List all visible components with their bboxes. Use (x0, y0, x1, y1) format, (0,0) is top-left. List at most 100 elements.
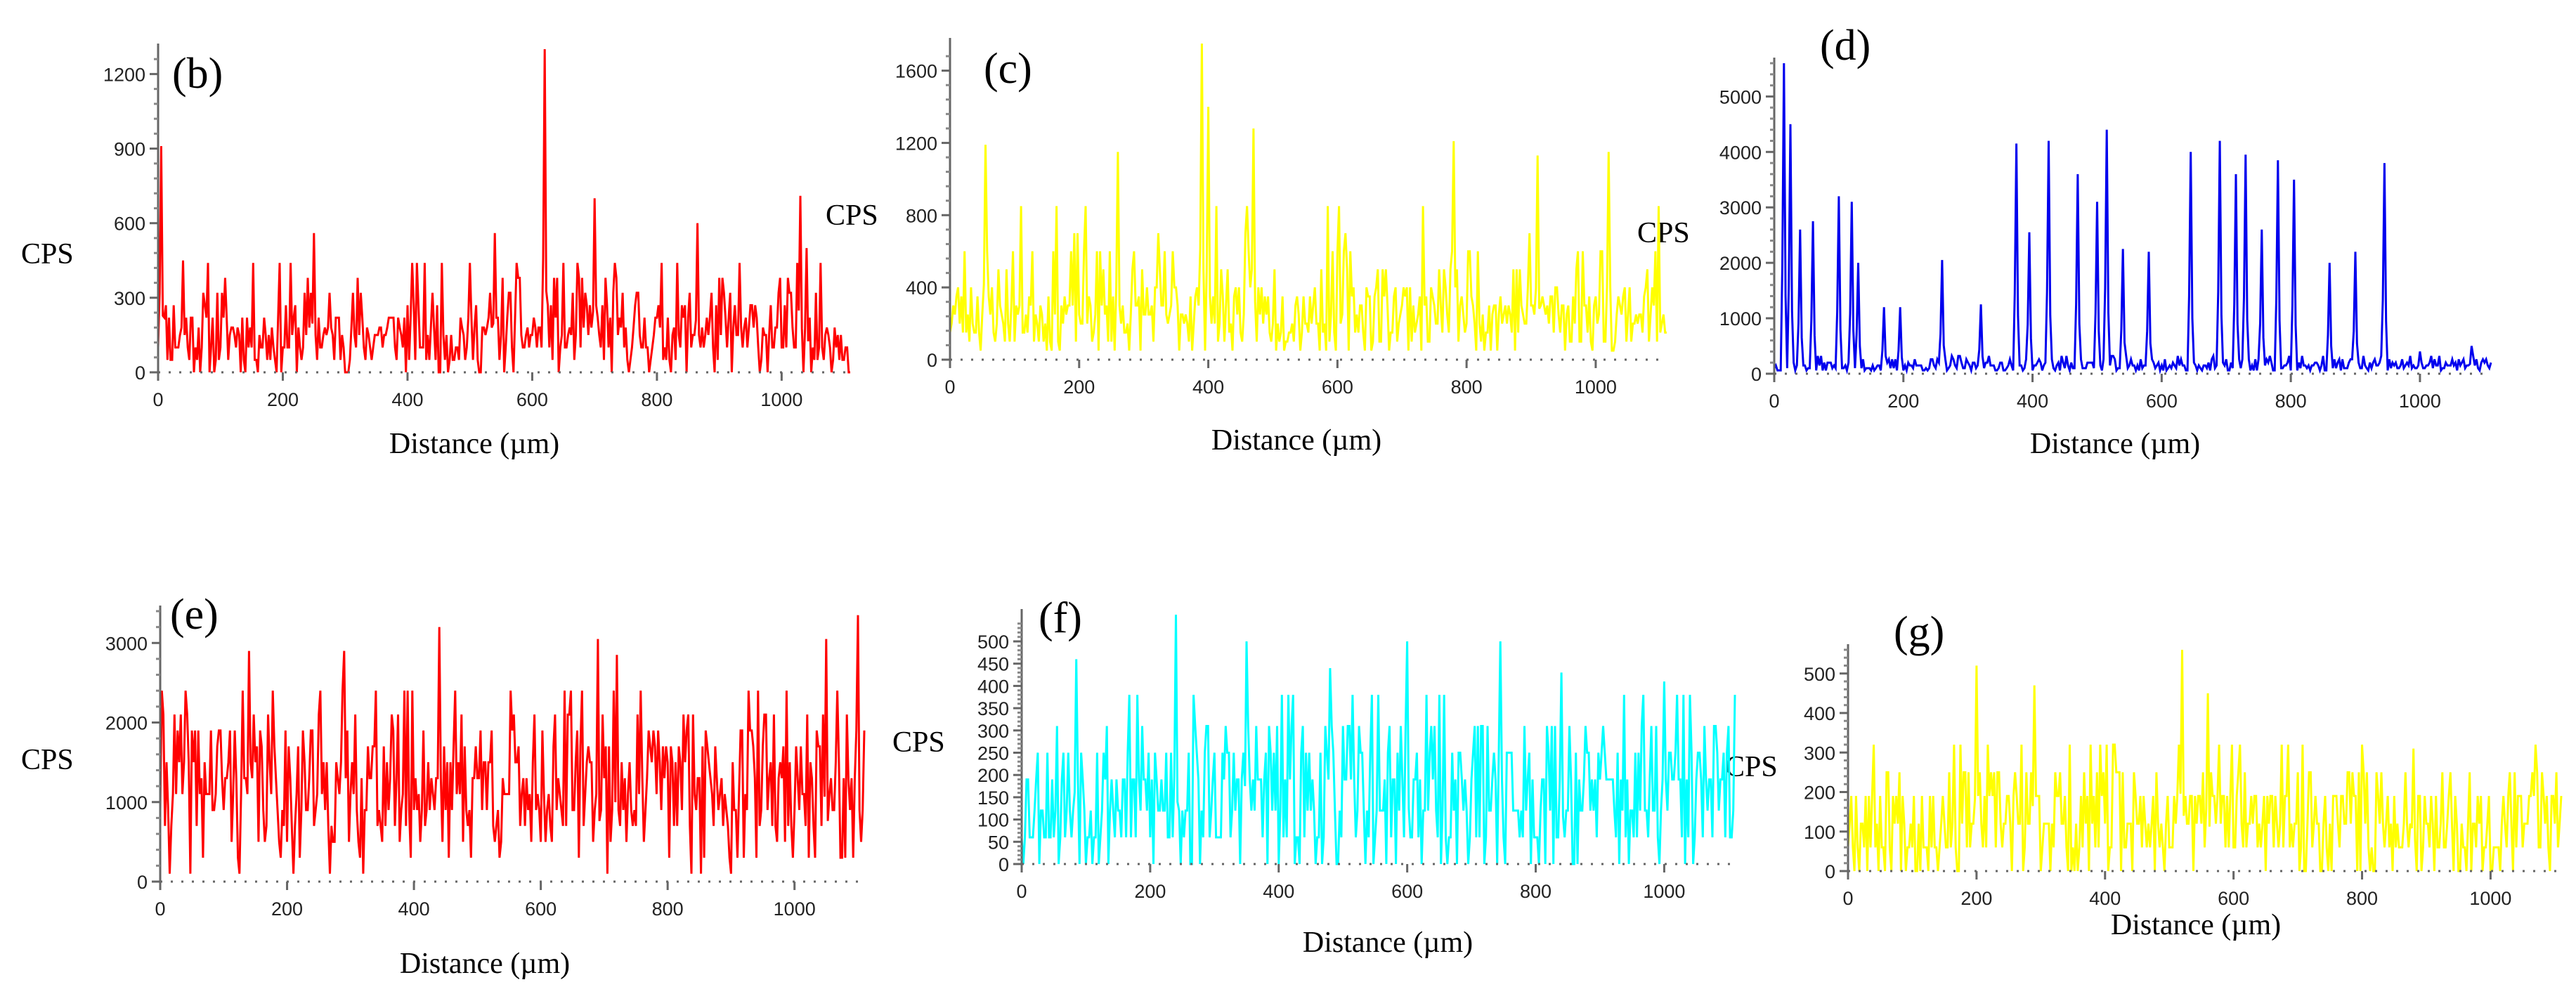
y-axis-title-b: CPS (21, 238, 74, 270)
panel-label-d: (d) (1820, 22, 1871, 70)
y-tick-label-f: 50 (988, 832, 1009, 853)
x-axis-title-g: Distance (µm) (2111, 909, 2281, 941)
y-tick-label-c: 0 (927, 350, 937, 371)
y-tick-label-b: 900 (114, 139, 145, 160)
x-tick-label-e: 200 (271, 898, 303, 920)
x-axis-title-b: Distance (µm) (389, 428, 559, 460)
x-tick-label-c: 800 (1451, 377, 1483, 398)
y-tick-label-e: 1000 (105, 792, 148, 813)
x-tick-label-f: 0 (1016, 881, 1027, 902)
y-tick-label-g: 500 (1804, 664, 1835, 685)
data-trace-g (1847, 649, 2563, 872)
data-trace-f (1020, 614, 1736, 865)
y-tick-label-f: 250 (977, 743, 1009, 764)
y-tick-label-g: 400 (1804, 703, 1835, 724)
x-tick-label-b: 200 (267, 389, 299, 410)
y-axis-title-e: CPS (21, 744, 74, 776)
x-tick-label-d: 600 (2146, 391, 2178, 412)
y-tick-label-f: 350 (977, 698, 1009, 719)
x-axis-title-c: Distance (µm) (1211, 424, 1381, 457)
x-tick-label-c: 400 (1192, 377, 1224, 398)
x-tick-label-e: 0 (155, 898, 165, 920)
y-tick-label-b: 600 (114, 214, 145, 235)
panel-label-f: (f) (1039, 594, 1082, 642)
x-tick-label-e: 400 (398, 898, 430, 920)
y-tick-label-e: 0 (137, 872, 148, 893)
data-trace-d (1773, 63, 2492, 375)
data-trace-b (157, 48, 850, 374)
x-tick-label-f: 800 (1520, 881, 1552, 902)
y-tick-label-e: 2000 (105, 713, 148, 734)
y-tick-label-c: 1200 (895, 133, 937, 154)
x-tick-label-d: 400 (2017, 391, 2048, 412)
y-tick-label-f: 400 (977, 676, 1009, 697)
x-tick-label-b: 400 (391, 389, 423, 410)
y-axis-title-c-right: CPS (1637, 217, 1690, 249)
panel-label-e: (e) (170, 591, 219, 639)
y-axis-title-f: CPS (892, 726, 945, 759)
y-tick-label-e: 3000 (105, 633, 148, 654)
y-tick-label-f: 450 (977, 654, 1009, 675)
x-tick-label-c: 200 (1063, 377, 1095, 398)
x-tick-label-f: 400 (1263, 881, 1294, 902)
y-tick-label-f: 200 (977, 765, 1009, 786)
x-tick-label-b: 1000 (760, 389, 802, 410)
y-tick-label-b: 300 (114, 288, 145, 309)
data-trace-e (159, 615, 866, 874)
x-tick-label-c: 0 (944, 377, 955, 398)
x-axis-title-e: Distance (µm) (400, 948, 570, 980)
y-tick-label-f: 150 (977, 787, 1009, 809)
y-tick-label-f: 300 (977, 721, 1009, 742)
y-tick-label-f: 100 (977, 810, 1009, 831)
x-tick-label-b: 600 (516, 389, 548, 410)
x-tick-label-d: 1000 (2399, 391, 2441, 412)
x-tick-label-g: 200 (1960, 888, 1992, 909)
panel-f: (f) CPS Distance (µm) CPS 0 200 400 600 800 1… (892, 594, 1778, 959)
x-tick-label-e: 1000 (774, 898, 816, 920)
panel-g: (g) Distance (µm) 0 200 400 600 800 1000 0 100 2… (1804, 608, 2563, 941)
y-tick-label-f: 0 (998, 854, 1009, 875)
x-tick-label-g: 800 (2346, 888, 2378, 909)
y-tick-label-d: 3000 (1719, 197, 1762, 218)
panel-d: (d) Distance (µm) 0 200 400 600 800 1000 0 1000… (1719, 22, 2492, 460)
panel-b: (b) CPS Distance (µm) 0 200 400 600 800 1000 0… (21, 44, 850, 460)
x-tick-label-f: 200 (1134, 881, 1166, 902)
x-tick-label-d: 0 (1769, 391, 1779, 412)
y-tick-label-c: 1600 (895, 61, 937, 82)
data-trace-c (949, 43, 1667, 352)
y-tick-label-f: 500 (977, 632, 1009, 653)
y-tick-label-g: 300 (1804, 743, 1835, 764)
x-tick-label-g: 600 (2218, 888, 2249, 909)
y-tick-label-g: 0 (1825, 861, 1835, 882)
y-tick-label-b: 1200 (103, 64, 145, 85)
panel-e: (e) CPS Distance (µm) 0 200 400 600 800 1000 0… (21, 591, 866, 980)
y-tick-label-b: 0 (135, 362, 145, 384)
panel-c: (c) CPS Distance (µm) CPS 0 200 400 600 800 1… (826, 38, 1690, 457)
y-tick-label-c: 800 (906, 205, 937, 226)
x-tick-label-f: 600 (1391, 881, 1423, 902)
y-tick-label-d: 2000 (1719, 253, 1762, 274)
x-tick-label-e: 600 (525, 898, 557, 920)
y-tick-label-d: 0 (1751, 364, 1762, 385)
y-tick-label-d: 1000 (1719, 308, 1762, 329)
x-tick-label-e: 800 (652, 898, 684, 920)
x-axis-title-d: Distance (µm) (2030, 428, 2200, 460)
y-tick-label-g: 200 (1804, 783, 1835, 804)
x-tick-label-d: 200 (1887, 391, 1919, 412)
y-axis-title-c: CPS (826, 200, 878, 232)
x-tick-label-g: 400 (2089, 888, 2121, 909)
x-tick-label-c: 600 (1322, 377, 1353, 398)
x-tick-label-g: 1000 (2469, 888, 2511, 909)
panel-label-b: (b) (172, 50, 223, 98)
x-tick-label-d: 800 (2275, 391, 2307, 412)
x-tick-label-g: 0 (1842, 888, 1853, 909)
x-tick-label-c: 1000 (1575, 377, 1617, 398)
x-tick-label-b: 800 (641, 389, 672, 410)
panel-label-g: (g) (1894, 608, 1944, 656)
x-axis-title-f: Distance (µm) (1303, 927, 1473, 959)
y-tick-label-d: 5000 (1719, 86, 1762, 107)
y-tick-label-g: 100 (1804, 822, 1835, 843)
x-tick-label-b: 0 (152, 389, 163, 410)
panel-label-c: (c) (984, 45, 1032, 93)
